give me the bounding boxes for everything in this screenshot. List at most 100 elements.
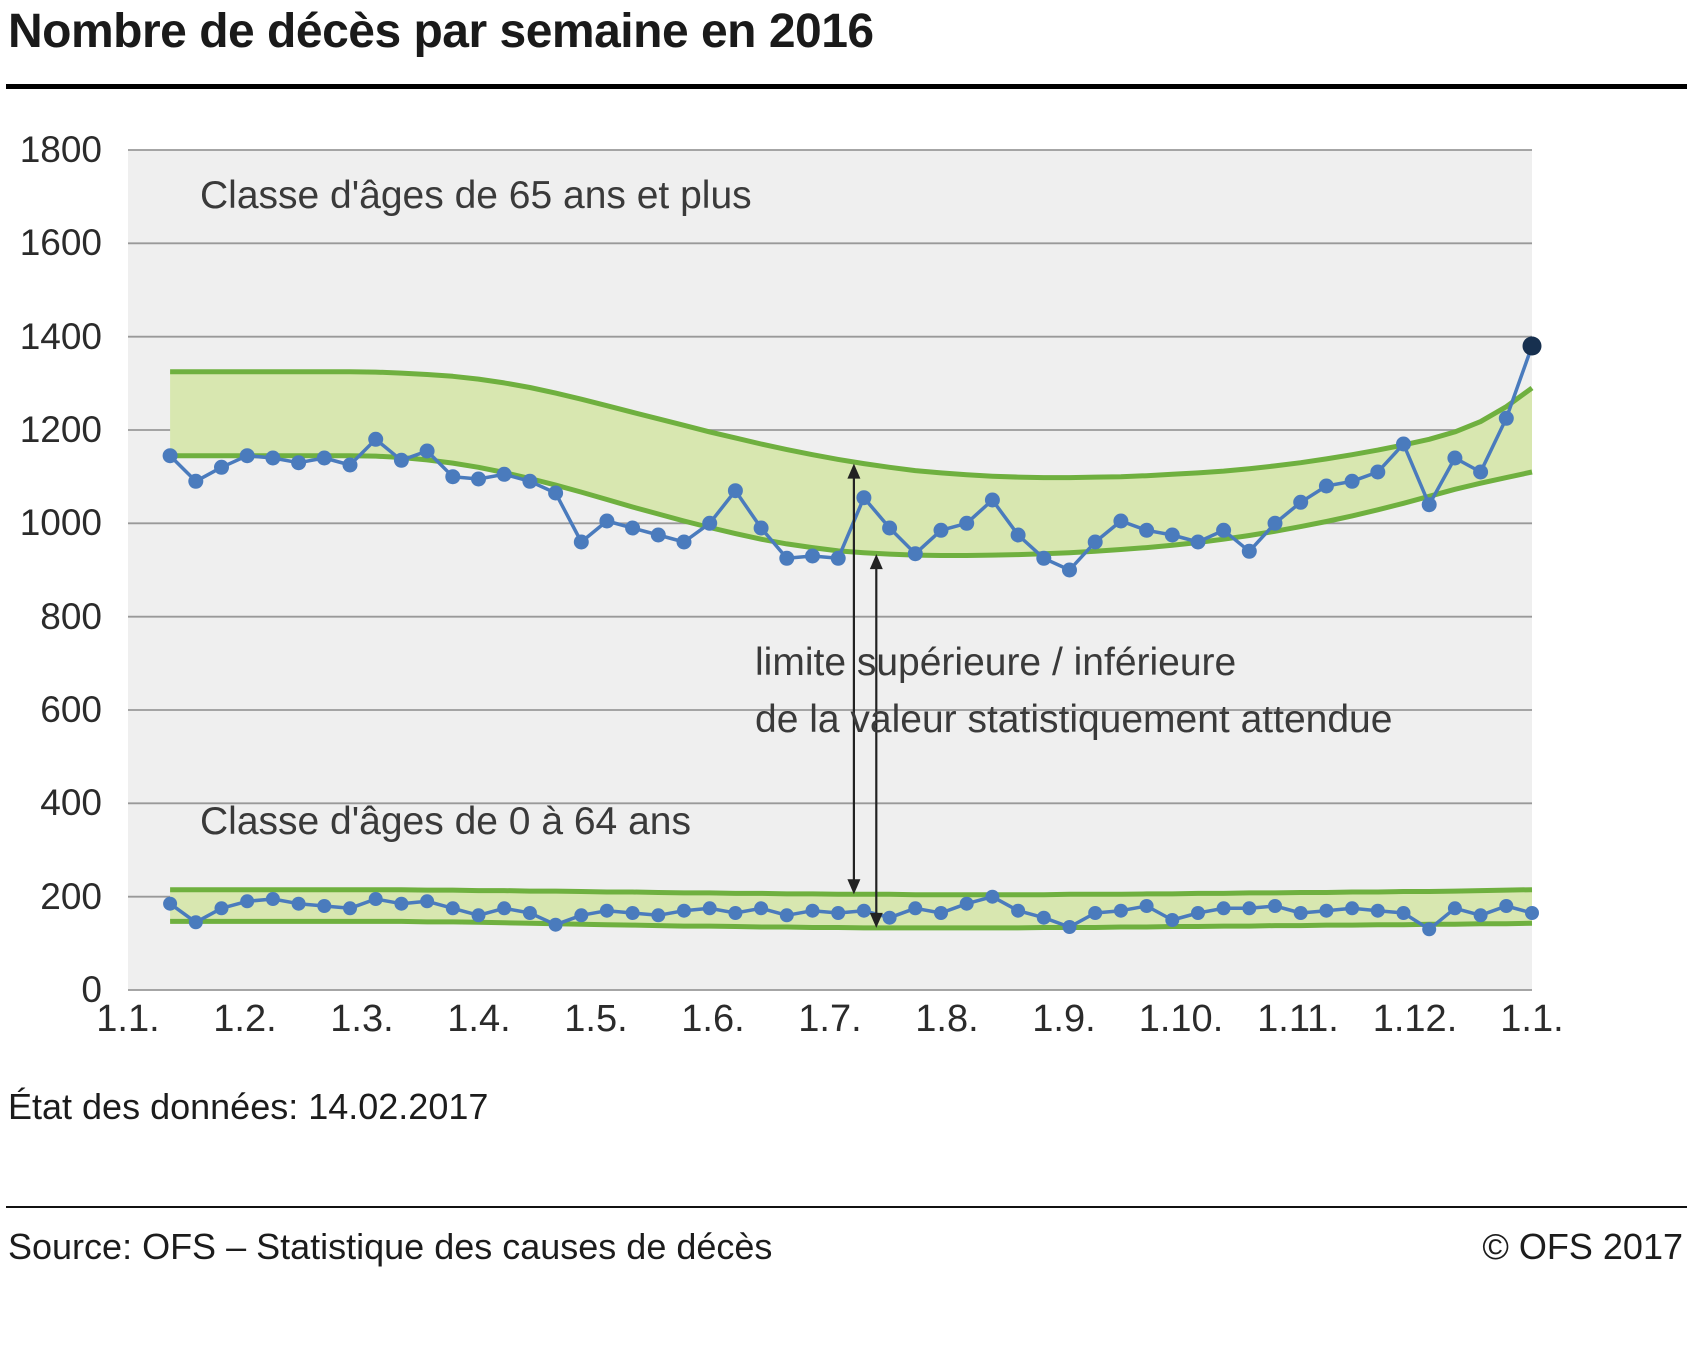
data-point-0-64 xyxy=(1293,906,1308,920)
y-tick-label: 800 xyxy=(40,595,102,637)
data-point-65-plus xyxy=(959,515,975,531)
data-point-0-64 xyxy=(625,906,640,920)
lower-limit-arrow-head-up xyxy=(869,554,883,570)
data-point-0-64 xyxy=(522,906,537,920)
x-tick-label: 1.8. xyxy=(915,998,979,1040)
y-tick-label: 1800 xyxy=(19,129,102,170)
data-point-0-64 xyxy=(1370,903,1385,918)
data-point-65-plus xyxy=(445,469,461,485)
data-point-0-64 xyxy=(1447,901,1462,916)
data-point-0-64 xyxy=(779,908,794,923)
x-tick-label: 1.9. xyxy=(1032,998,1096,1040)
data-point-65-plus xyxy=(214,459,229,475)
data-point-65-plus xyxy=(1113,513,1129,529)
data-point-65-plus xyxy=(753,520,769,536)
data-point-65-plus xyxy=(316,450,332,466)
data-point-0-64 xyxy=(1113,903,1128,918)
data-point-0-64 xyxy=(240,894,255,909)
data-point-0-64 xyxy=(445,901,460,916)
expected-band-0-64 xyxy=(170,889,1533,928)
data-point-0-64 xyxy=(599,903,614,918)
data-point-65-plus xyxy=(1241,543,1257,559)
data-point-65-plus xyxy=(933,522,949,538)
data-point-65-plus xyxy=(1498,410,1514,426)
data-point-65-plus xyxy=(676,534,692,550)
data-point-0-64 xyxy=(1191,906,1205,920)
data-point-65-plus xyxy=(1216,522,1232,538)
x-tick-label: 1.7. xyxy=(798,998,862,1040)
data-point-0-64 xyxy=(908,901,923,916)
data-point-0-64 xyxy=(856,903,871,918)
data-point-65-plus xyxy=(393,452,409,468)
data-point-65-plus xyxy=(1164,527,1180,543)
latest-data-point-65-plus xyxy=(1522,336,1542,356)
data-point-65-plus xyxy=(291,455,307,471)
annotation-line-1: limite supérieure / inférieure xyxy=(755,641,1237,684)
x-tick-label: 1.10. xyxy=(1138,998,1224,1040)
y-tick-label: 600 xyxy=(40,689,102,730)
data-point-65-plus xyxy=(1062,562,1077,578)
data-point-0-64 xyxy=(1242,901,1257,916)
data-point-65-plus xyxy=(471,471,486,487)
data-point-65-plus xyxy=(650,527,666,543)
data-point-0-64 xyxy=(497,901,512,916)
data-point-65-plus xyxy=(1087,534,1103,550)
data-point-65-plus xyxy=(1370,464,1386,480)
x-tick-label: 1.5. xyxy=(564,998,628,1040)
data-point-65-plus xyxy=(984,492,1000,508)
data-point-65-plus xyxy=(907,546,923,562)
x-tick-label: 1.1. xyxy=(1500,998,1564,1040)
upper-limit-arrow-head-up xyxy=(847,463,861,479)
x-tick-label: 1.4. xyxy=(447,998,511,1040)
data-point-0-64 xyxy=(1396,906,1411,920)
data-point-0-64 xyxy=(1062,920,1077,934)
plot-background xyxy=(128,150,1532,990)
data-point-0-64 xyxy=(1268,899,1282,913)
data-point-0-64 xyxy=(702,901,717,916)
upper-limit-line-65-plus xyxy=(170,369,1534,481)
data-point-65-plus xyxy=(779,550,795,566)
data-point-0-64 xyxy=(343,901,357,916)
lower-limit-arrow-head-down xyxy=(869,912,883,928)
y-tick-label: 0 xyxy=(81,969,102,1010)
x-tick-label: 1.2. xyxy=(213,998,277,1040)
y-tick-label: 1400 xyxy=(19,315,102,357)
footer-divider xyxy=(6,1206,1687,1208)
data-point-0-64 xyxy=(754,901,769,916)
data-point-65-plus xyxy=(188,473,204,489)
data-point-0-64 xyxy=(1473,908,1488,923)
data-point-65-plus xyxy=(1473,464,1489,480)
data-point-65-plus xyxy=(1421,497,1437,513)
x-tick-label: 1.1. xyxy=(96,998,160,1040)
data-point-65-plus xyxy=(882,520,898,536)
title-divider xyxy=(6,84,1687,89)
expected-value-annotation: limite supérieure / inférieure de la val… xyxy=(755,634,1392,748)
y-tick-label: 1600 xyxy=(19,222,102,264)
data-point-0-64 xyxy=(1216,901,1231,916)
data-point-0-64 xyxy=(831,906,846,920)
data-point-65-plus xyxy=(1447,450,1463,466)
data-point-0-64 xyxy=(188,915,203,930)
data-point-0-64 xyxy=(1345,901,1360,916)
data-point-65-plus xyxy=(239,448,255,464)
x-tick-label: 1.12. xyxy=(1372,998,1458,1040)
series-label-0-64: Classe d'âges de 0 à 64 ans xyxy=(200,800,691,843)
data-point-0-64 xyxy=(394,896,409,911)
data-point-0-64 xyxy=(1139,899,1154,913)
data-point-65-plus xyxy=(1190,534,1206,550)
copyright-line: © OFS 2017 xyxy=(1482,1226,1683,1267)
x-tick-label: 1.6. xyxy=(681,998,745,1040)
data-point-0-64 xyxy=(934,906,948,920)
data-point-0-64 xyxy=(1525,906,1539,920)
data-point-65-plus xyxy=(1036,550,1052,566)
data-point-0-64 xyxy=(882,910,897,925)
data-point-0-64 xyxy=(1011,903,1026,918)
upper-limit-line-0-64 xyxy=(170,887,1533,898)
lower-limit-line-0-64 xyxy=(170,918,1533,931)
data-point-65-plus xyxy=(265,450,281,466)
data-point-0-64 xyxy=(1036,910,1051,925)
data-point-65-plus xyxy=(419,443,435,459)
page-title: Nombre de décès par semaine en 2016 xyxy=(8,5,874,58)
upper-limit-arrow-head-down xyxy=(847,879,861,895)
